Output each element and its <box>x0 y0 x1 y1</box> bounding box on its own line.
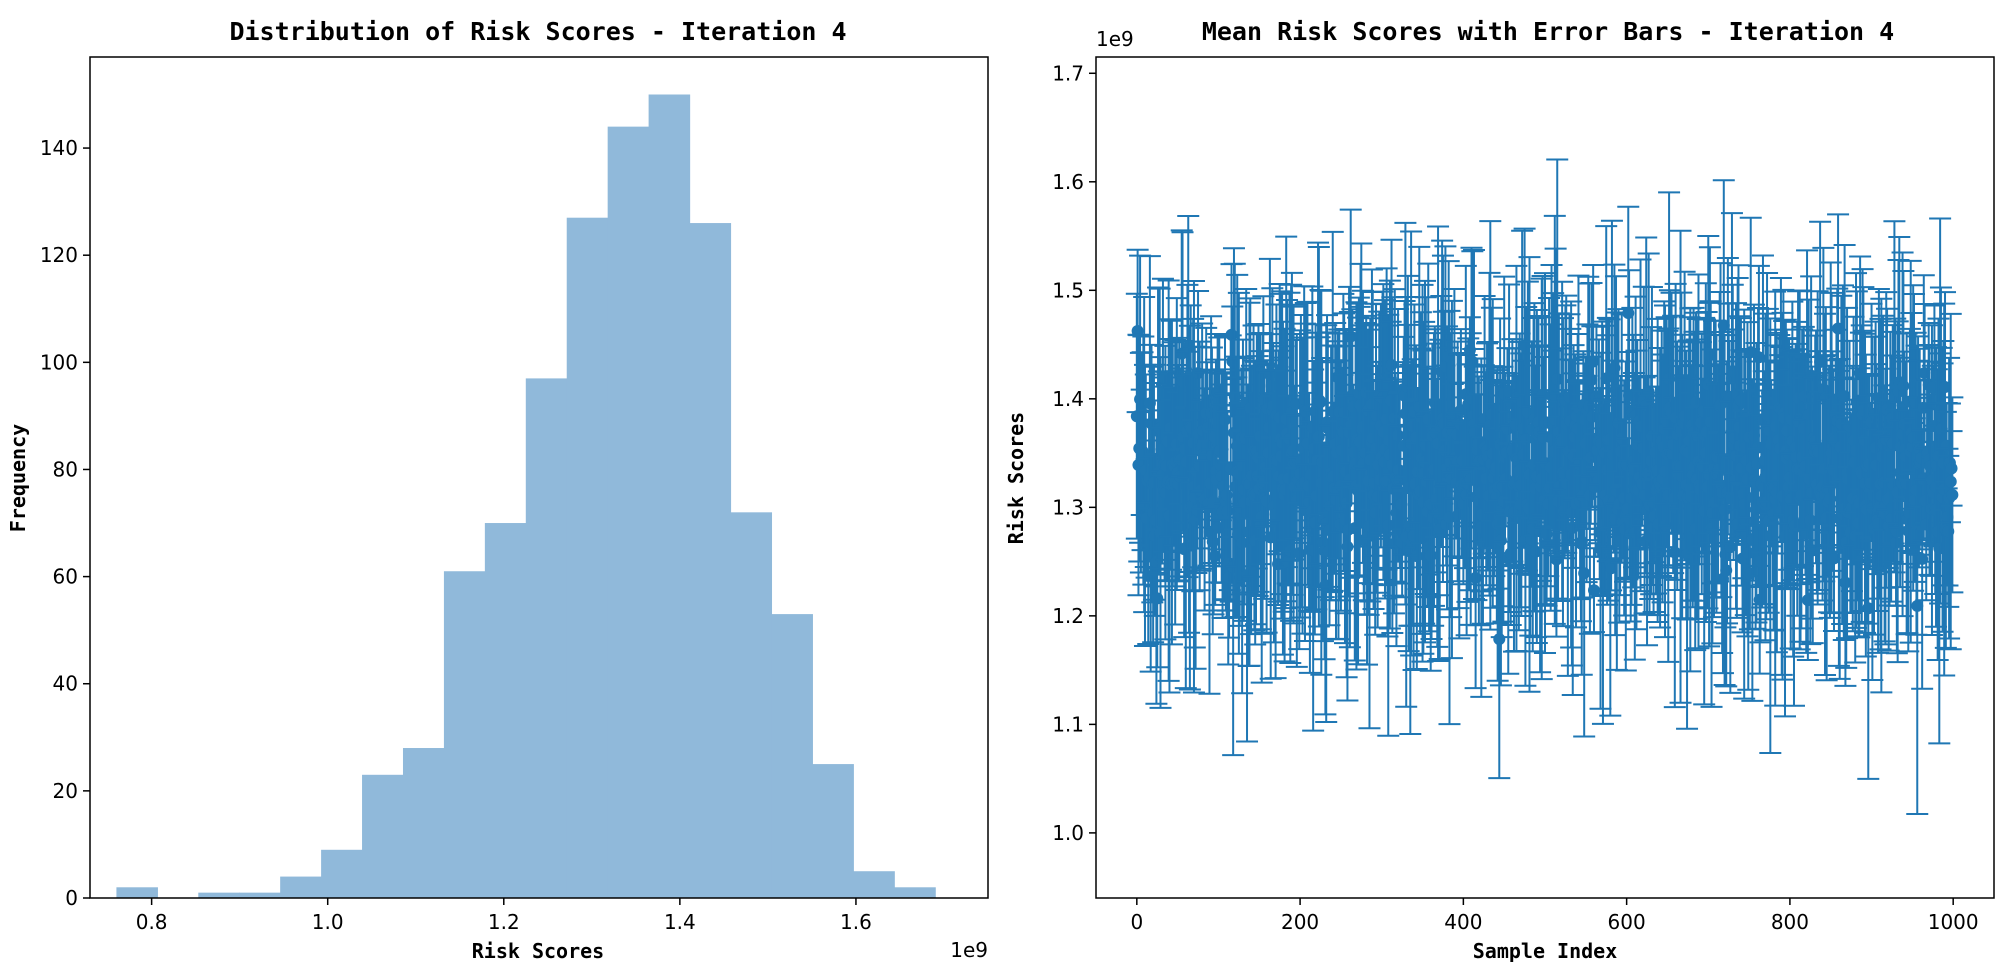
errorbar-panel: Mean Risk Scores with Error Bars - Itera… <box>1004 17 1995 963</box>
histogram-y-tick-label: 60 <box>53 565 78 589</box>
errorbar-mean-point <box>1578 567 1591 580</box>
histogram-bar <box>607 126 650 898</box>
histogram-y-tick-label: 80 <box>53 457 78 481</box>
histogram-y-tick-label: 140 <box>40 136 78 160</box>
errorbar-marks <box>1125 158 1964 815</box>
histogram-bar <box>362 774 404 898</box>
errorbar-mean-point <box>1493 633 1506 646</box>
histogram-bar <box>894 887 936 898</box>
histogram-bar <box>566 217 609 899</box>
histogram-bar <box>689 223 732 899</box>
histogram-x-ticks: 0.8 1.0 1.2 1.4 1.6 <box>136 898 872 934</box>
histogram-axes-frame <box>89 56 989 899</box>
errorbar-mean-point <box>1827 552 1840 565</box>
histogram-bar <box>771 614 813 898</box>
histogram-bar <box>239 892 281 898</box>
histogram-x-tick-label: 0.8 <box>136 910 168 934</box>
histogram-x-offset: 1e9 <box>950 938 988 962</box>
histogram-x-label: Risk Scores <box>472 939 604 963</box>
histogram-y-tick-label: 20 <box>53 779 78 803</box>
histogram-bar <box>648 94 691 898</box>
histogram-panel: Distribution of Risk Scores - Iteration … <box>6 17 989 963</box>
histogram-bar <box>402 748 445 898</box>
histogram-bar <box>443 571 486 898</box>
histogram-bar <box>321 849 363 898</box>
errorbar-mean-point <box>1551 373 1564 386</box>
histogram-bar <box>812 764 854 898</box>
errorbar-mean-point <box>1587 584 1600 597</box>
histogram-title: Distribution of Risk Scores - Iteration … <box>229 17 846 46</box>
histogram-y-tick-label: 0 <box>65 886 78 910</box>
errorbar-mean-point <box>1382 519 1395 532</box>
histogram-bar <box>525 378 568 899</box>
histogram-y-tick-label: 40 <box>53 672 78 696</box>
errorbar-title: Mean Risk Scores with Error Bars - Itera… <box>1202 17 1894 46</box>
histogram-y-ticks: 0 20 40 60 80 100 120 140 <box>40 136 90 910</box>
histogram-y-label: Frequency <box>6 424 30 532</box>
errorbar-mean-point <box>1605 562 1618 575</box>
histogram-x-tick-label: 1.0 <box>312 910 344 934</box>
histogram-bar <box>198 892 240 898</box>
histogram-bar <box>730 512 773 898</box>
histogram-x-tick-label: 1.2 <box>488 910 520 934</box>
histogram-x-tick-label: 1.4 <box>664 910 696 934</box>
histogram-bars <box>116 94 936 899</box>
histogram-bar <box>280 876 322 898</box>
histogram-bar <box>853 871 895 898</box>
histogram-y-tick-label: 100 <box>40 350 78 374</box>
errorbar-mean-point <box>1742 547 1755 560</box>
errorbar-mean-point <box>1717 319 1730 332</box>
histogram-y-tick-label: 120 <box>40 243 78 267</box>
errorbar-sample <box>1582 547 1605 634</box>
histogram-bar <box>116 887 158 898</box>
errorbar-mean-point <box>1911 599 1924 612</box>
errorbar-mean-point <box>1916 552 1929 565</box>
histogram-x-tick-label: 1.6 <box>840 910 872 934</box>
histogram-bar <box>484 523 527 898</box>
